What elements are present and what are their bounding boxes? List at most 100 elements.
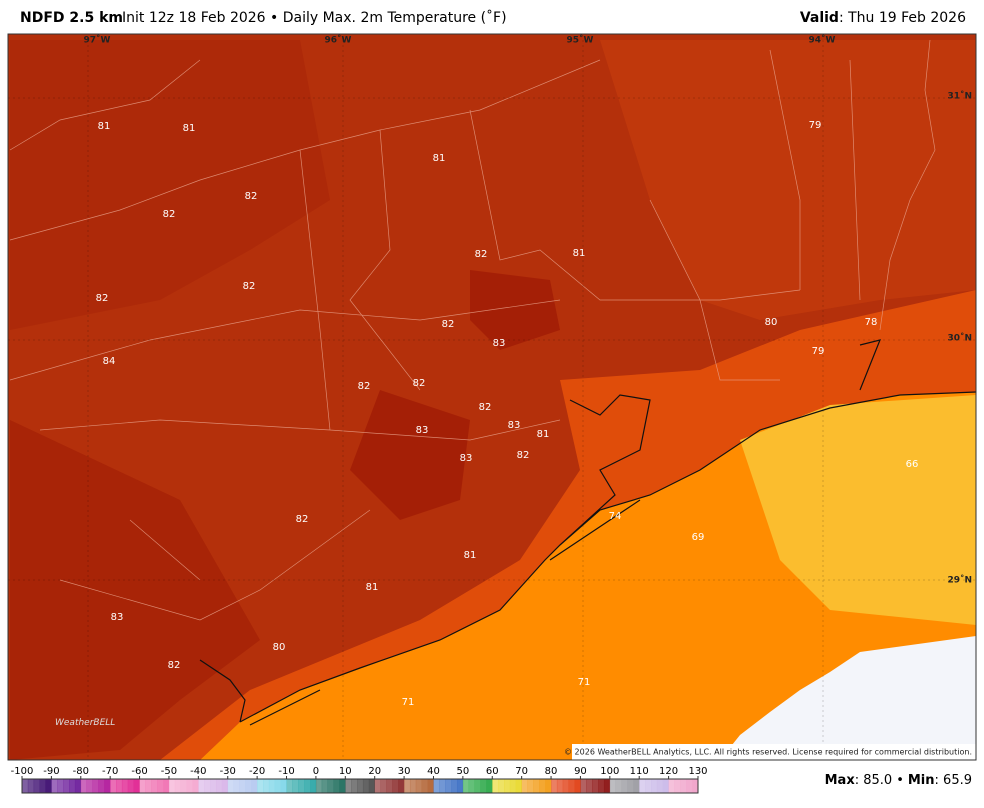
colorbar-swatch	[615, 779, 622, 793]
temperature-label: 82	[296, 514, 309, 525]
colorbar-swatch	[63, 779, 70, 793]
colorbar-swatch	[439, 779, 446, 793]
temperature-label: 79	[809, 120, 822, 131]
map-frame	[7, 33, 977, 761]
colorbar-swatch	[362, 779, 370, 793]
longitude-label: 94˚W	[809, 35, 836, 46]
colorbar-swatch	[104, 779, 111, 793]
temperature-label: 71	[578, 677, 591, 688]
colorbar-swatch	[515, 779, 522, 793]
colorbar-swatch	[210, 779, 217, 793]
colorbar-swatch	[127, 779, 134, 793]
colorbar-swatch	[69, 779, 76, 793]
colorbar-label: 40	[427, 766, 440, 777]
temperature-label: 78	[865, 317, 878, 328]
colorbar-swatch	[110, 779, 117, 793]
longitude-label: 95˚W	[567, 35, 594, 46]
temperature-label: 81	[183, 123, 196, 134]
colorbar-swatch	[380, 779, 387, 793]
coastline	[199, 339, 976, 726]
longitude-label: 97˚W	[84, 35, 111, 46]
colorbar-swatch	[650, 779, 658, 793]
longitude-label: 96˚W	[325, 35, 352, 46]
colorbar-swatch	[509, 779, 517, 793]
colorbar-swatch	[598, 779, 605, 793]
colorbar-swatch	[351, 779, 358, 793]
colorbar-swatch	[163, 779, 170, 793]
colorbar-label: 50	[457, 766, 470, 777]
colorbar-swatch	[357, 779, 364, 793]
colorbar-swatch	[192, 779, 199, 793]
colorbar-swatch	[451, 779, 458, 793]
temperature-label: 69	[692, 532, 705, 543]
temperature-label: 80	[273, 642, 286, 653]
colorbar-swatch	[427, 779, 434, 793]
graticule	[8, 40, 976, 760]
colorbar-swatch	[57, 779, 64, 793]
colorbar-swatch	[539, 779, 546, 793]
colorbar-swatch	[386, 779, 393, 793]
colorbar-label: 70	[515, 766, 528, 777]
temperature-label: 83	[508, 420, 521, 431]
temperature-label: 74	[609, 511, 622, 522]
colorbar-frame	[21, 778, 699, 794]
colorbar-swatch	[263, 779, 270, 793]
temperature-label: 82	[96, 293, 109, 304]
colorbar-swatch	[92, 779, 99, 793]
colorbar-swatch	[398, 779, 405, 793]
colorbar-label: 120	[659, 766, 678, 777]
colorbar-swatch	[645, 779, 652, 793]
colorbar-swatch	[433, 779, 440, 793]
temperature-label: 82	[479, 402, 492, 413]
colorbar-swatch	[415, 779, 423, 793]
colorbar-label: -40	[190, 766, 206, 777]
county-lines	[9, 39, 936, 621]
colorbar-swatch	[280, 779, 287, 793]
colorbar-swatch	[680, 779, 687, 793]
colorbar-swatch	[504, 779, 511, 793]
colorbar-swatch	[239, 779, 246, 793]
colorbar-label: 100	[600, 766, 619, 777]
colorbar-swatch	[157, 779, 164, 793]
no-data-area	[720, 636, 976, 760]
colorbar-swatch	[568, 779, 575, 793]
model-name: NDFD 2.5 km	[20, 10, 123, 26]
min-value: : 65.9	[935, 773, 972, 788]
colorbar-swatch	[639, 779, 646, 793]
colorbar-swatch	[133, 779, 140, 793]
colorbar-swatch	[251, 779, 258, 793]
max-label: Max	[825, 773, 856, 788]
colorbar-swatch	[298, 779, 305, 793]
temperature-label: 83	[460, 453, 473, 464]
colorbar-swatch	[315, 779, 323, 793]
colorbar-swatch	[80, 779, 87, 793]
stats: Max: 85.0 • Min: 65.9	[825, 773, 972, 788]
latitude-label: 31˚N	[947, 91, 972, 102]
colorbar-swatch	[321, 779, 328, 793]
cool-gulf-area	[740, 395, 976, 625]
cooler-area	[600, 40, 976, 320]
colorbar-swatch	[556, 779, 564, 793]
coastal-area	[160, 290, 976, 760]
colorbar-swatch	[474, 779, 481, 793]
colorbar-swatch	[204, 779, 211, 793]
temperature-label: 82	[475, 249, 488, 260]
colorbar-swatch	[180, 779, 187, 793]
colorbar-swatch	[227, 779, 234, 793]
colorbar-swatch	[51, 779, 58, 793]
colorbar-swatch	[245, 779, 252, 793]
colorbar-swatch	[603, 779, 611, 793]
colorbar-swatch	[498, 779, 505, 793]
colorbar-swatch	[22, 779, 29, 793]
colorbar-label: 30	[398, 766, 411, 777]
colorbar-swatch	[521, 779, 528, 793]
colorbar-label: -10	[278, 766, 294, 777]
colorbar-label: 0	[313, 766, 319, 777]
valid-date: : Thu 19 Feb 2026	[839, 10, 966, 26]
temperature-label: 82	[163, 209, 176, 220]
colorbar-swatch	[274, 779, 281, 793]
colorbar-swatch	[310, 779, 317, 793]
temperature-label: 82	[413, 378, 426, 389]
colorbar-swatch	[421, 779, 428, 793]
colorbar-label: 90	[574, 766, 587, 777]
